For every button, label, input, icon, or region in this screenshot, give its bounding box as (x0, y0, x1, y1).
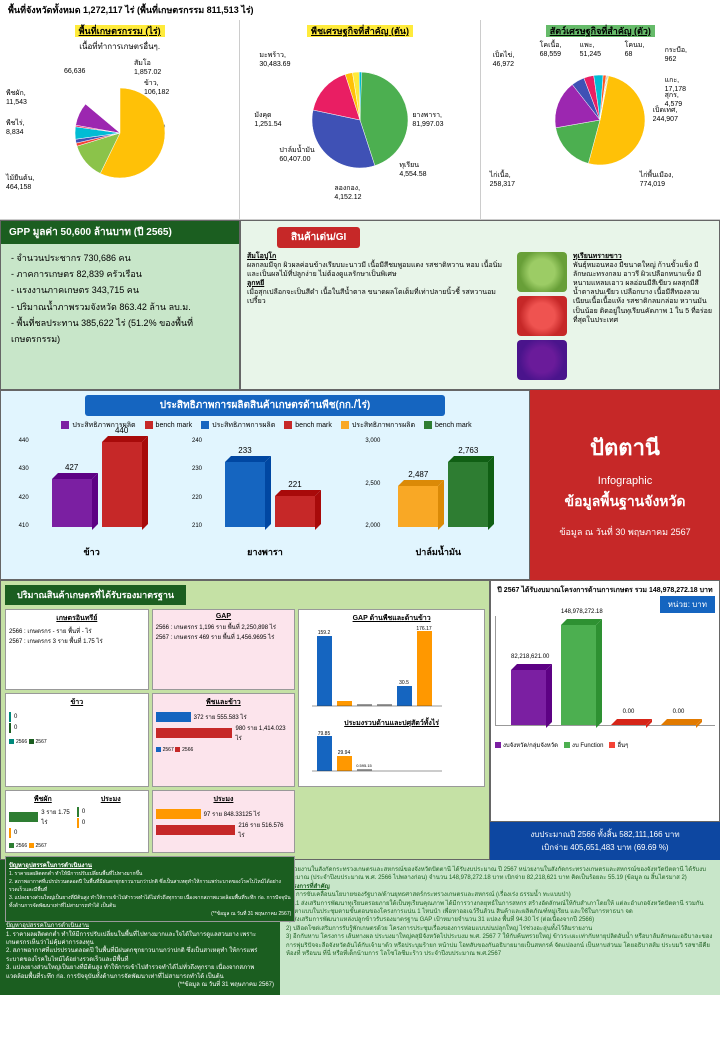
bars-row: 410420430440 427 440 ข้าว 210220230240 2… (5, 433, 525, 559)
province-date: ข้อมูล ณ วันที่ 30 พฤษภาคม 2567 (559, 525, 690, 539)
berry-image (517, 340, 567, 380)
standards-title: ปริมาณสินค้าเกษตรที่ได้รับรองมาตรฐาน (5, 585, 186, 605)
province-name: ปัตตานี (590, 430, 660, 465)
province-sub2: ข้อมูลพื้นฐานจังหวัด (565, 491, 686, 513)
svg-text:0.595.15: 0.595.15 (356, 763, 372, 768)
gi-col2: ทุเรียนทรายขาว พันธุ์หมอนทอง มีขนาดใหญ่ … (573, 252, 713, 380)
header-total: พื้นที่จังหวัดทั้งหมด 1,272,117 ไร่ (พื้… (0, 0, 720, 20)
row4: ปริมาณสินค้าเกษตรที่ได้รับรองมาตรฐาน เกษ… (0, 580, 720, 860)
svg-text:30.5: 30.5 (399, 680, 409, 686)
std-gap: GAP 2566 : เกษตรกร 1,196 ราย พื้นที่ 2,2… (152, 609, 296, 690)
gpp-header: GPP มูลค่า 50,600 ล้านบาท (ปี 2565) (1, 221, 239, 244)
pie3-section: สัตว์เศรษฐกิจที่สำคัญ (ตัว) ไก่พื้นเมือง… (481, 20, 720, 219)
gi-header: สินค้าเด่น/GI (277, 227, 360, 248)
bars-title: ประสิทธิภาพการผลิตสินค้าเกษตรด้านพืช(กก.… (85, 395, 445, 416)
pie2-section: พืชเศรษฐกิจที่สำคัญ (ตัน) ยางพารา,81,997… (240, 20, 480, 219)
std-crop: พืชผัก 3 ราย 1.75 ไร่ 0 ประมง 0 0 2566 2… (5, 790, 149, 853)
pie3-title: สัตว์เศรษฐกิจที่สำคัญ (ตัว) (546, 25, 655, 37)
budget-col: ปี 2567 ได้รับงบมาณโครงการด้านการเกษตร ร… (490, 580, 720, 860)
std-fishery2: ประมง 97 ราย 848.33125 ไร่ 216 ราย 516.5… (152, 790, 296, 853)
gpp-body: - จำนวนประชากร 730,686 คน- ภาคการเกษตร 8… (1, 244, 239, 353)
svg-text:79.85: 79.85 (318, 731, 331, 737)
gap-area-chart: 159.2 30.5 176.17 (302, 626, 481, 716)
standards: ปริมาณสินค้าเกษตรที่ได้รับรองมาตรฐาน เกษ… (0, 580, 490, 860)
durian-image (517, 252, 567, 292)
pie1-subtitle: เนื้อที่ทำการเกษตรอื่นๆ. (4, 40, 235, 53)
std-organic: เกษตรอินทรีย์ 2566 : เกษตรกร - ราย พื้นท… (5, 609, 149, 690)
std-note: ปัญหาอุปสรรคในการดำเนินงาน 1. ราคาผลผลิต… (5, 856, 295, 922)
svg-text:176.17: 176.17 (417, 626, 433, 632)
svg-text:29.94: 29.94 (338, 750, 351, 756)
row3: ประสิทธิภาพการผลิตสินค้าเกษตรด้านพืช(กก.… (0, 390, 720, 580)
row2: GPP มูลค่า 50,600 ล้านบาท (ปี 2565) - จำ… (0, 220, 720, 390)
svg-text:159.2: 159.2 (318, 630, 331, 636)
budget-summary: งบประมาณปี 2566 ทั้งสิ้น 582,111,166 บาท… (490, 822, 720, 860)
pie1-title: พื้นที่เกษตรกรรม (ไร่) (75, 25, 165, 37)
bars-section: ประสิทธิภาพการผลิตสินค้าเกษตรด้านพืช(กก.… (0, 390, 530, 580)
fruit-image (517, 296, 567, 336)
pie1-section: พื้นที่เกษตรกรรม (ไร่) เนื้อที่ทำการเกษต… (0, 20, 240, 219)
gpp-box: GPP มูลค่า 50,600 ล้านบาท (ปี 2565) - จำ… (0, 220, 240, 390)
gi-box: สินค้าเด่น/GI ส้มโอปูโก ผลกลมมีจุก ผิวผล… (240, 220, 720, 390)
pie-row: พื้นที่เกษตรกรรม (ไร่) เนื้อที่ทำการเกษต… (0, 20, 720, 220)
gi-images (517, 252, 567, 380)
std-rice: ข้าว 0 0 2566 2567 (5, 693, 149, 788)
gi-col1: ส้มโอปูโก ผลกลมมีจุก ผิวผลค่อนข้างเรียบม… (247, 252, 511, 380)
bars-legend: ประสิทธิภาพการผลิตbench markประสิทธิภาพก… (5, 420, 525, 431)
fishery-std-chart: 79.85 29.94 0.595.15 (302, 731, 481, 781)
std-gap-area: GAP ด้านพืชและด้านข้าว 159.2 30.5 176.17 (298, 609, 485, 787)
budget-chart: ปี 2567 ได้รับงบมาณโครงการด้านการเกษตร ร… (490, 580, 720, 822)
std-crop-rice: พืชและข้าว 372 ราย 555.583 ไร่ 980 ราย 1… (152, 693, 296, 788)
province-banner: ปัตตานี Infographic ข้อมูลพื้นฐานจังหวัด… (530, 390, 720, 580)
pie2-title: พืชเศรษฐกิจที่สำคัญ (ตัน) (307, 25, 413, 37)
notes: หน่วยงานในสังกัดกระทรวงเกษตรและสหกรณ์ของ… (280, 860, 720, 995)
province-sub1: Infographic (598, 475, 652, 487)
